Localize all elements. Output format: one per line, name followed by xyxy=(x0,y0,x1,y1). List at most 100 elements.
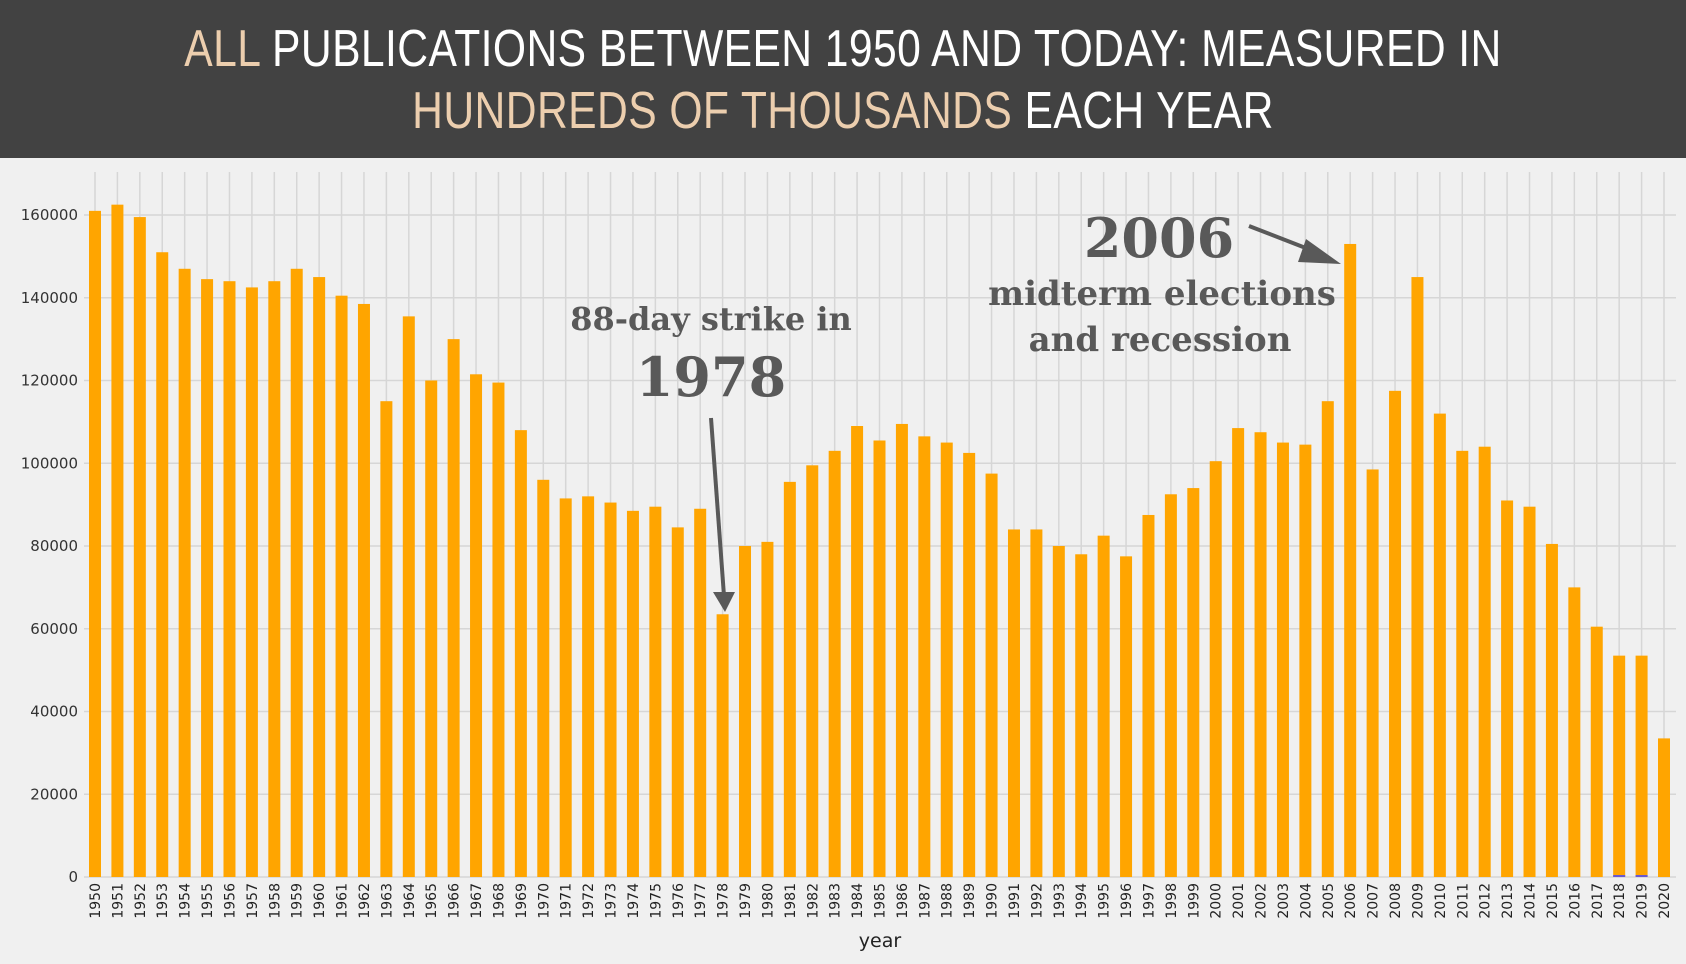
bar-1962 xyxy=(357,303,370,877)
bar-1983 xyxy=(828,450,841,877)
x-tick-label: 1974 xyxy=(626,883,642,919)
bar-2000 xyxy=(1209,461,1222,877)
x-tick-label: 1987 xyxy=(917,883,933,919)
x-tick-label: 1952 xyxy=(133,883,149,919)
x-tick-label: 2011 xyxy=(1455,883,1471,919)
bar-2007 xyxy=(1366,469,1379,877)
annotation-arrow-2006-head xyxy=(1298,239,1341,264)
x-tick-label: 1998 xyxy=(1164,883,1180,919)
annotation-recession-line2: and recession xyxy=(1029,320,1292,360)
x-tick-label: 1957 xyxy=(245,883,261,919)
bar-1955 xyxy=(201,279,214,878)
x-tick-label: 1990 xyxy=(985,883,1001,919)
x-tick-label: 1956 xyxy=(222,883,238,919)
x-tick-label: 1972 xyxy=(581,883,597,919)
x-tick-label: 2004 xyxy=(1298,883,1314,919)
bar-1967 xyxy=(470,374,483,877)
bar-1999 xyxy=(1187,488,1200,877)
x-tick-label: 1964 xyxy=(402,883,418,919)
plot-background xyxy=(0,158,1686,964)
x-tick-label: 1977 xyxy=(693,883,709,919)
bar-2010 xyxy=(1433,413,1446,877)
title-banner: ALL PUBLICATIONS BETWEEN 1950 AND TODAY:… xyxy=(0,0,1686,158)
bar-2017 xyxy=(1590,626,1603,877)
bar-1995 xyxy=(1097,535,1110,877)
x-axis-label: year xyxy=(859,930,902,952)
bar-1978 xyxy=(716,614,729,877)
bar-1987 xyxy=(918,436,931,877)
x-tick-label: 1991 xyxy=(1007,883,1023,919)
title-text-1: PUBLICATIONS BETWEEN 1950 AND TODAY: MEA… xyxy=(259,20,1502,78)
x-tick-label: 1963 xyxy=(379,883,395,919)
bar-1951 xyxy=(111,204,124,877)
bar-1953 xyxy=(156,252,169,878)
bar-1982 xyxy=(806,465,819,877)
x-tick-label: 1950 xyxy=(88,883,104,919)
x-tick-label: 1982 xyxy=(805,883,821,919)
x-tick-label: 1999 xyxy=(1186,883,1202,919)
bar-2004 xyxy=(1299,444,1312,877)
x-tick-label: 1978 xyxy=(716,883,732,919)
bar-1969 xyxy=(514,430,527,877)
x-tick-label: 1985 xyxy=(873,883,889,919)
title-highlight-hundreds: HUNDREDS OF THOUSANDS xyxy=(412,82,1013,140)
x-tick-label: 1958 xyxy=(267,883,283,919)
bar-1972 xyxy=(582,496,595,877)
x-tick-label: 1969 xyxy=(514,883,530,919)
bar-1961 xyxy=(335,295,348,877)
bar-2001 xyxy=(1232,428,1245,877)
bar-1973 xyxy=(604,502,617,877)
bar-1986 xyxy=(895,423,908,877)
bar-2018 xyxy=(1613,655,1626,877)
annotation-arrow-1978-head xyxy=(713,592,735,612)
x-tick-label: 1961 xyxy=(335,883,351,919)
x-tick-label: 1989 xyxy=(962,883,978,919)
x-tick-label: 1955 xyxy=(200,883,216,919)
bar-1965 xyxy=(425,380,438,877)
bar-1954 xyxy=(178,268,191,878)
x-tick-label: 2017 xyxy=(1590,883,1606,919)
bar-1990 xyxy=(985,473,998,877)
x-tick-label: 1995 xyxy=(1097,883,1113,919)
x-tick-label: 1954 xyxy=(178,883,194,919)
y-tick-label: 80000 xyxy=(30,537,78,555)
annotation-2006: 2006 midterm elections and recession xyxy=(988,206,1341,360)
bar-1992 xyxy=(1030,529,1043,877)
bar-2005 xyxy=(1321,401,1334,877)
x-tick-label: 1979 xyxy=(738,883,754,919)
bar-1988 xyxy=(940,442,953,877)
x-tick-label: 2009 xyxy=(1410,883,1426,919)
title-text-2: EACH YEAR xyxy=(1012,82,1274,140)
bar-2020 xyxy=(1658,738,1670,877)
bar-1960 xyxy=(313,277,326,877)
bar-1952 xyxy=(133,217,146,878)
bar-1970 xyxy=(537,479,550,877)
x-tick-label: 2008 xyxy=(1388,883,1404,919)
bar-1993 xyxy=(1052,546,1065,877)
bar-1989 xyxy=(963,452,976,877)
bar-1964 xyxy=(402,316,415,877)
x-tick-label: 1966 xyxy=(447,883,463,919)
bar-1966 xyxy=(447,339,460,877)
x-tick-label: 1959 xyxy=(290,883,306,919)
bar-2009 xyxy=(1411,277,1424,877)
bar-1984 xyxy=(851,426,864,877)
x-tick-label: 1965 xyxy=(424,883,440,919)
bar-2016 xyxy=(1568,587,1581,877)
bar-1980 xyxy=(761,541,774,877)
x-tick-label: 2020 xyxy=(1657,883,1673,919)
x-tick-label: 2000 xyxy=(1209,883,1225,919)
bar-1979 xyxy=(739,546,752,877)
bar-base-mark-2019 xyxy=(1635,875,1648,877)
annotation-arrow-1978-shaft xyxy=(709,417,726,597)
bar-2006 xyxy=(1344,243,1357,877)
bar-base-mark-2018 xyxy=(1613,875,1626,877)
bar-2013 xyxy=(1501,500,1514,877)
bar-2015 xyxy=(1545,543,1558,877)
bar-1957 xyxy=(245,287,258,877)
bar-2008 xyxy=(1389,390,1402,877)
y-tick-label: 20000 xyxy=(30,785,78,803)
x-tick-label: 2012 xyxy=(1478,883,1494,919)
x-tick-label: 1962 xyxy=(357,883,373,919)
